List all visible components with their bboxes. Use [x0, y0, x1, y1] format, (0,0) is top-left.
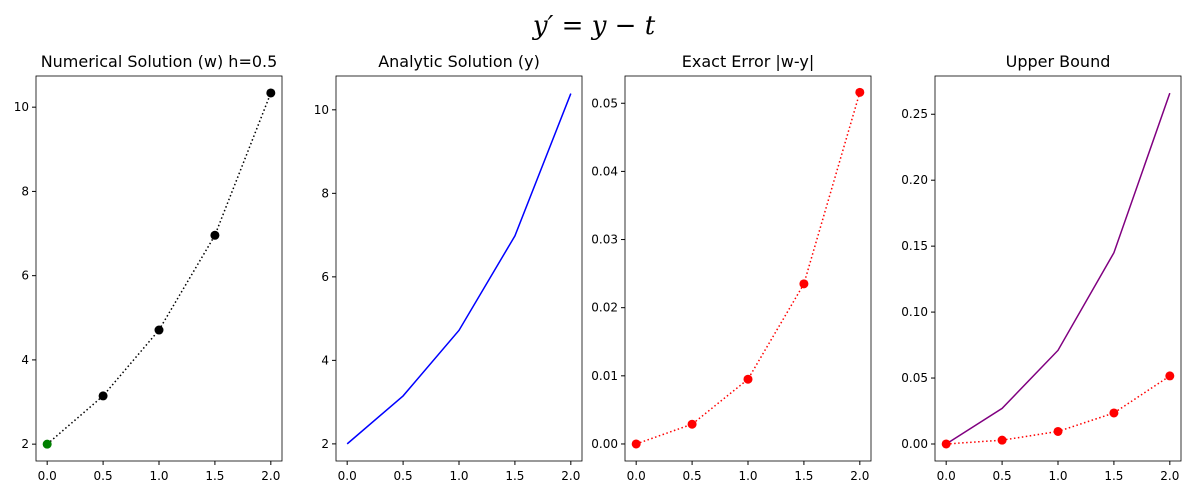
y-tick-label: 0.05 [901, 371, 928, 385]
x-tick-label: 1.0 [1048, 469, 1067, 483]
y-tick-label: 0.00 [591, 437, 618, 451]
series-line [46, 92, 272, 445]
x-tick-label: 0.0 [627, 469, 646, 483]
x-tick-label: 1.0 [449, 469, 468, 483]
x-tick-label: 2.0 [850, 469, 869, 483]
data-point [687, 419, 697, 429]
data-point [631, 439, 641, 449]
data-point [743, 374, 753, 384]
x-tick-label: 0.5 [394, 469, 413, 483]
y-tick-label: 0.25 [901, 107, 928, 121]
x-tick-label: 0.5 [683, 469, 702, 483]
series-line [945, 92, 1171, 445]
y-tick-label: 0.03 [591, 233, 618, 247]
x-tick-label: 0.5 [993, 469, 1012, 483]
y-tick-label: 0.15 [901, 239, 928, 253]
y-tick-label: 6 [321, 270, 329, 284]
y-tick-label: 10 [14, 100, 29, 114]
data-point [210, 230, 220, 240]
x-tick-label: 0.5 [94, 469, 113, 483]
x-tick-label: 1.5 [505, 469, 524, 483]
y-tick-label: 0.10 [901, 305, 928, 319]
y-tick-label: 8 [21, 184, 29, 198]
data-point [997, 435, 1007, 445]
y-tick-label: 0.05 [591, 96, 618, 110]
y-tick-label: 8 [321, 186, 329, 200]
x-tick-label: 2.0 [561, 469, 580, 483]
y-tick-label: 0.04 [591, 164, 618, 178]
axes-title: Numerical Solution (w) h=0.5 [41, 52, 278, 71]
y-tick-label: 2 [321, 437, 329, 451]
y-tick-label: 0.02 [591, 301, 618, 315]
x-tick-label: 1.5 [205, 469, 224, 483]
data-point [941, 439, 951, 449]
y-tick-label: 4 [21, 353, 29, 367]
axes-title: Analytic Solution (y) [378, 52, 540, 71]
series-line [346, 93, 572, 445]
axes-frame [335, 75, 583, 462]
x-tick-label: 2.0 [261, 469, 280, 483]
y-tick-label: 2 [21, 437, 29, 451]
data-point [154, 325, 164, 335]
axes-title: Upper Bound [1006, 52, 1111, 71]
data-point [42, 439, 52, 449]
data-point [1109, 408, 1119, 418]
x-tick-label: 2.0 [1160, 469, 1179, 483]
data-point [855, 87, 865, 97]
x-tick-label: 1.5 [794, 469, 813, 483]
y-tick-label: 0.20 [901, 173, 928, 187]
data-point [98, 391, 108, 401]
data-point [1053, 426, 1063, 436]
y-tick-label: 0.01 [591, 369, 618, 383]
x-tick-label: 0.0 [937, 469, 956, 483]
axes-frame [35, 75, 283, 462]
y-tick-label: 10 [314, 103, 329, 117]
data-point [799, 279, 809, 289]
data-point [1165, 371, 1175, 381]
y-tick-label: 0.00 [901, 437, 928, 451]
x-tick-label: 1.0 [149, 469, 168, 483]
x-tick-label: 0.0 [338, 469, 357, 483]
x-tick-label: 0.0 [38, 469, 57, 483]
data-point [266, 88, 276, 98]
axes-frame [624, 75, 872, 462]
axes-frame [934, 75, 1182, 462]
series-line [635, 92, 861, 445]
y-tick-label: 4 [321, 353, 329, 367]
axes-title: Exact Error |w-y| [682, 52, 814, 71]
y-tick-label: 6 [21, 269, 29, 283]
x-tick-label: 1.5 [1104, 469, 1123, 483]
x-tick-label: 1.0 [738, 469, 757, 483]
figure-title: y′ = y − t [532, 11, 656, 41]
